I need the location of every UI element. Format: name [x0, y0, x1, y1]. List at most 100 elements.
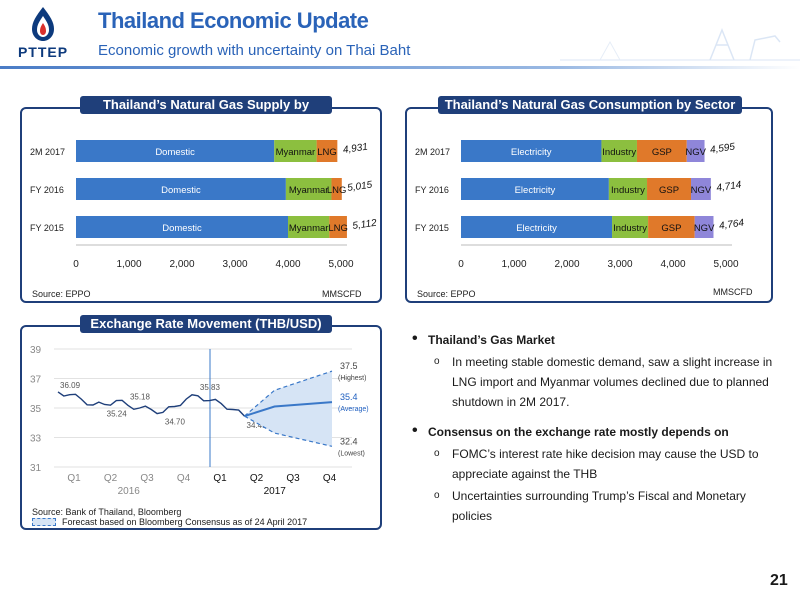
segment-label: Domestic: [161, 185, 201, 196]
segment-label: Myanmar: [276, 147, 316, 158]
quarter-label: Q1: [67, 473, 81, 484]
bar-segment-gsp: [636, 140, 687, 162]
bullet-consensus-fomc: FOMC’s interest rate hike decision may c…: [412, 444, 782, 484]
forecast-cone: [244, 371, 332, 447]
bar-segment-ngv: [694, 216, 714, 238]
bar-segment-electricity: [461, 140, 602, 162]
forecast-lowest-label: (Lowest): [338, 450, 365, 457]
segment-label: LNG: [317, 147, 337, 158]
x-tick-label: 2,000: [169, 259, 194, 270]
pttep-flame-icon: [32, 7, 54, 41]
x-tick-label: 2,000: [554, 259, 579, 270]
segment-label: Myanmar: [289, 185, 329, 196]
segment-label: Industry: [613, 223, 647, 234]
x-tick-label: 1,000: [116, 259, 141, 270]
bar-segment-domestic: [76, 178, 286, 200]
supply-panel: 0 1,000 2,000 3,000 4,000 5,000 2M 2017 Domesti…: [20, 107, 382, 303]
bar-segment-ngv: [691, 178, 711, 200]
segment-label: LNG: [328, 223, 348, 234]
segment-label: NGV: [694, 223, 715, 234]
segment-label: NGV: [685, 147, 706, 158]
forecast-average-line: [244, 401, 333, 418]
segment-label: Industry: [602, 147, 636, 158]
bar-segment-lng: [316, 140, 338, 162]
category-label: FY 2015: [30, 223, 64, 233]
category-label: FY 2015: [415, 223, 449, 233]
page-number: 21: [770, 572, 788, 589]
logo-wordmark: PTTEP: [17, 44, 69, 60]
rate-annotation: 36.09: [60, 381, 81, 390]
segment-label: GSP: [661, 223, 681, 234]
forecast-average-label: (Average): [338, 406, 369, 413]
fx-chart: 39 37 35 33 31 Q1 Q2 Q3 Q4 Q1 Q2 Q3 Q4 2016 2017 36.09 3…: [30, 345, 369, 497]
quarter-label: Q3: [140, 473, 154, 484]
bar-segment-industry: [612, 216, 649, 238]
total-label: 4,931: [342, 142, 368, 156]
category-label: 2M 2017: [30, 147, 65, 157]
fx-panel: 39 37 35 33 31 Q1 Q2 Q3 Q4 Q1 Q2 Q3 Q4 2016 2017 36.09 3…: [20, 325, 382, 530]
bar-segment-myanmar: [288, 216, 330, 238]
x-tick-label: 1,000: [501, 259, 526, 270]
commentary-bullets: Thailand’s Gas Market In meeting stable …: [412, 329, 782, 528]
segment-label: Domestic: [162, 223, 202, 234]
quarter-label: Q4: [177, 473, 191, 484]
quarter-label: Q1: [213, 473, 227, 484]
forecast-low-line: [244, 415, 333, 447]
x-tick-label: 3,000: [607, 259, 632, 270]
page-title: Thailand Economic Update: [98, 8, 369, 33]
segment-label: GSP: [659, 185, 679, 196]
total-label: 4,714: [716, 180, 743, 194]
total-label: 4,764: [718, 218, 745, 232]
supply-panel-title: Thailand’s Natural Gas Supply by Source: [80, 96, 332, 130]
x-tick-label: 0: [73, 259, 79, 270]
dashed-box-icon: [32, 518, 56, 526]
x-tick-label: 4,000: [660, 259, 685, 270]
header-divider: [0, 66, 800, 69]
x-tick-label: 4,000: [275, 259, 300, 270]
fx-forecast-note: Forecast based on Bloomberg Consensus as…: [32, 517, 307, 527]
fx-forecast-note-text: Forecast based on Bloomberg Consensus as…: [62, 517, 308, 527]
fx-source: Source: Bank of Thailand, Bloomberg: [32, 507, 182, 517]
forecast-highest-value: 37.5: [340, 361, 358, 371]
supply-chart: 0 1,000 2,000 3,000 4,000 5,000 2M 2017 Domesti…: [30, 140, 378, 270]
bar-segment-myanmar: [274, 140, 317, 162]
year-label: 2016: [118, 486, 141, 497]
forecast-high-line: [244, 370, 333, 417]
x-tick-label: 0: [458, 259, 464, 270]
segment-label: Electricity: [516, 223, 557, 234]
segment-label: Myanmar: [289, 223, 329, 234]
rate-annotation: 34.70: [165, 417, 186, 426]
x-tick-label: 5,000: [328, 259, 353, 270]
bar-segment-gsp: [647, 178, 692, 200]
consumption-panel-title: Thailand’s Natural Gas Consumption by Se…: [438, 96, 742, 114]
supply-source: Source: EPPO: [32, 289, 91, 299]
category-label: 2M 2017: [415, 147, 450, 157]
forecast-highest-label: (Highest): [338, 375, 366, 382]
consumption-source: Source: EPPO: [417, 289, 476, 299]
oil-field-decoration: [560, 27, 800, 61]
y-tick-label: 33: [30, 434, 42, 445]
quarter-label: Q2: [250, 473, 264, 484]
segment-label: LNG: [327, 185, 347, 196]
page-subtitle: Economic growth with uncertainty on Thai…: [98, 42, 411, 59]
bar-segment-gsp: [648, 216, 695, 238]
rate-annotation: 35.18: [130, 392, 151, 401]
segment-label: Industry: [611, 185, 645, 196]
bar-segment-ngv: [686, 140, 705, 162]
rate-annotation: 35.83: [200, 383, 221, 392]
bullet-consensus-trump: Uncertainties surrounding Trump’s Fiscal…: [412, 486, 782, 526]
total-label: 5,015: [347, 180, 374, 194]
pttep-logo: PTTEP: [10, 6, 76, 62]
segment-label: GSP: [652, 147, 672, 158]
segment-label: Electricity: [515, 185, 556, 196]
forecast-average-value: 35.4: [340, 392, 358, 402]
bar-segment-electricity: [461, 216, 613, 238]
consumption-panel: 0 1,000 2,000 3,000 4,000 5,000 2M 2017 Electri…: [405, 107, 773, 303]
bar-segment-electricity: [461, 178, 609, 200]
total-label: 4,595: [709, 142, 736, 156]
bullet-gas-market-detail: In meeting stable domestic demand, saw a…: [412, 352, 782, 412]
segment-label: Electricity: [511, 147, 552, 158]
bar-segment-domestic: [76, 216, 288, 238]
category-label: FY 2016: [415, 185, 449, 195]
consumption-chart: 0 1,000 2,000 3,000 4,000 5,000 2M 2017 Electri…: [415, 140, 745, 270]
